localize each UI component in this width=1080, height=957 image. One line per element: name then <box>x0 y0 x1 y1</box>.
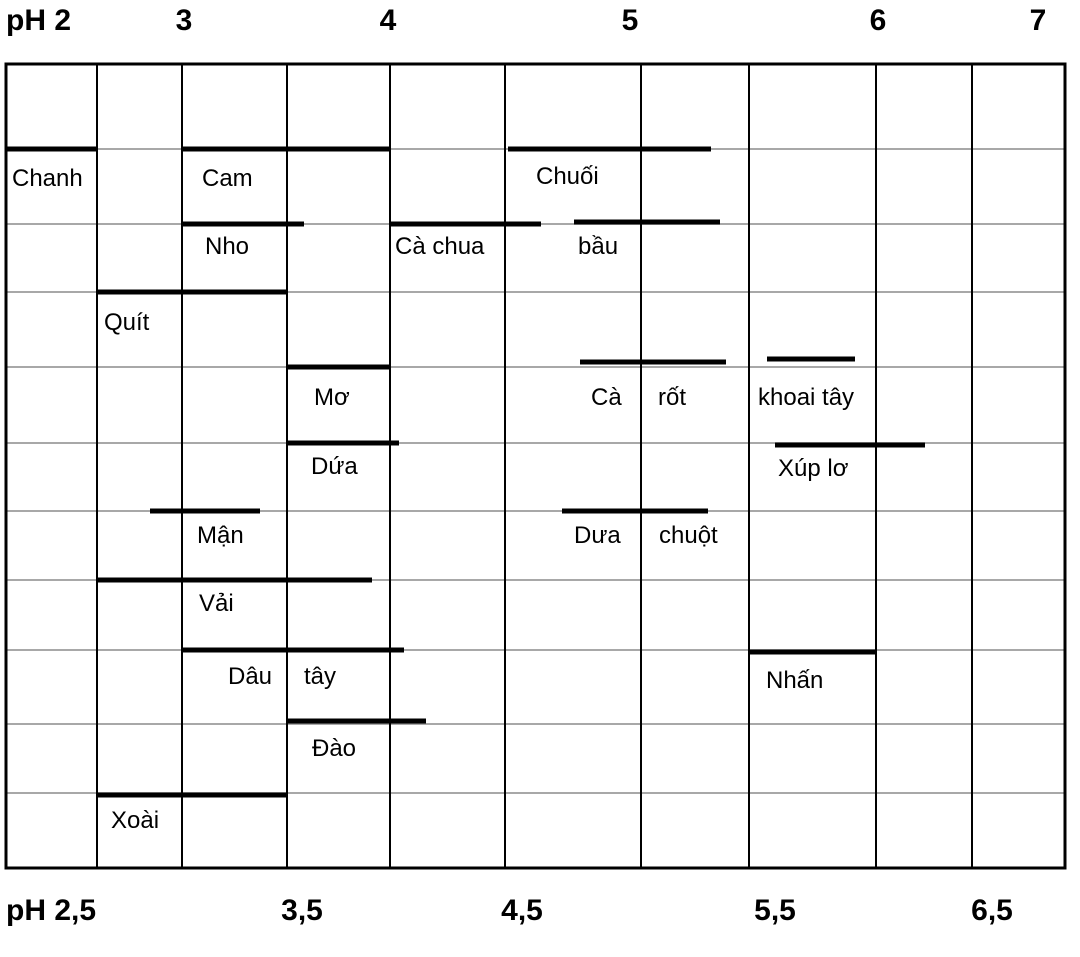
fruit-label-xúp-lơ: Xúp lơ <box>778 455 849 482</box>
fruit-label-cam: Cam <box>202 165 253 192</box>
fruit-label-chuối: Chuối <box>536 163 599 190</box>
top-tick-label: 3 <box>176 4 193 37</box>
fruit-label-cà: Cà <box>591 384 622 411</box>
fruit-label-rốt: rốt <box>658 384 686 411</box>
fruit-label-vải: Vải <box>199 590 234 617</box>
top-tick-label: 5 <box>622 4 639 37</box>
fruit-label-nhấn: Nhấn <box>766 667 823 694</box>
fruit-label-bầu: bầu <box>578 233 618 260</box>
fruit-label-tây: tây <box>304 663 336 690</box>
bottom-tick-label: 3,5 <box>281 894 323 927</box>
tick-labels: pH 2 3 4 5 6 7 pH 2,5 3,5 4,5 5,5 6,5 <box>6 4 1046 927</box>
bottom-tick-label: 4,5 <box>501 894 543 927</box>
fruit-label-xoài: Xoài <box>111 807 159 834</box>
fruit-label-mận: Mận <box>197 522 244 549</box>
fruit-label-đào: Đào <box>312 735 356 762</box>
fruit-label-dứa: Dứa <box>311 453 358 480</box>
fruit-label-quít: Quít <box>104 309 150 336</box>
fruit-label-nho: Nho <box>205 233 249 260</box>
bottom-tick-label: 5,5 <box>754 894 796 927</box>
fruit-label-chuột: chuột <box>659 522 718 549</box>
fruit-label-chanh: Chanh <box>12 165 83 192</box>
bottom-tick-label: pH 2,5 <box>6 894 96 927</box>
top-tick-label: 7 <box>1030 4 1047 37</box>
bottom-tick-label: 6,5 <box>971 894 1013 927</box>
fruit-label-cà-chua: Cà chua <box>395 233 485 260</box>
top-tick-label: 6 <box>870 4 887 37</box>
top-tick-label: 4 <box>380 4 397 37</box>
fruit-label-mơ: Mơ <box>314 384 350 411</box>
top-tick-label: pH 2 <box>6 4 71 37</box>
fruit-labels: Chanh Cam Chuối Nho Cà chua bầu Quít Mơ Cà rốt kho… <box>12 163 854 834</box>
fruit-label-dưa: Dưa <box>574 522 621 549</box>
fruit-label-khoai-tây: khoai tây <box>758 384 854 411</box>
fruit-label-dâu: Dâu <box>228 663 272 690</box>
